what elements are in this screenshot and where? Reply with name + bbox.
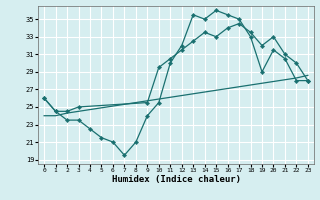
X-axis label: Humidex (Indice chaleur): Humidex (Indice chaleur) xyxy=(111,175,241,184)
